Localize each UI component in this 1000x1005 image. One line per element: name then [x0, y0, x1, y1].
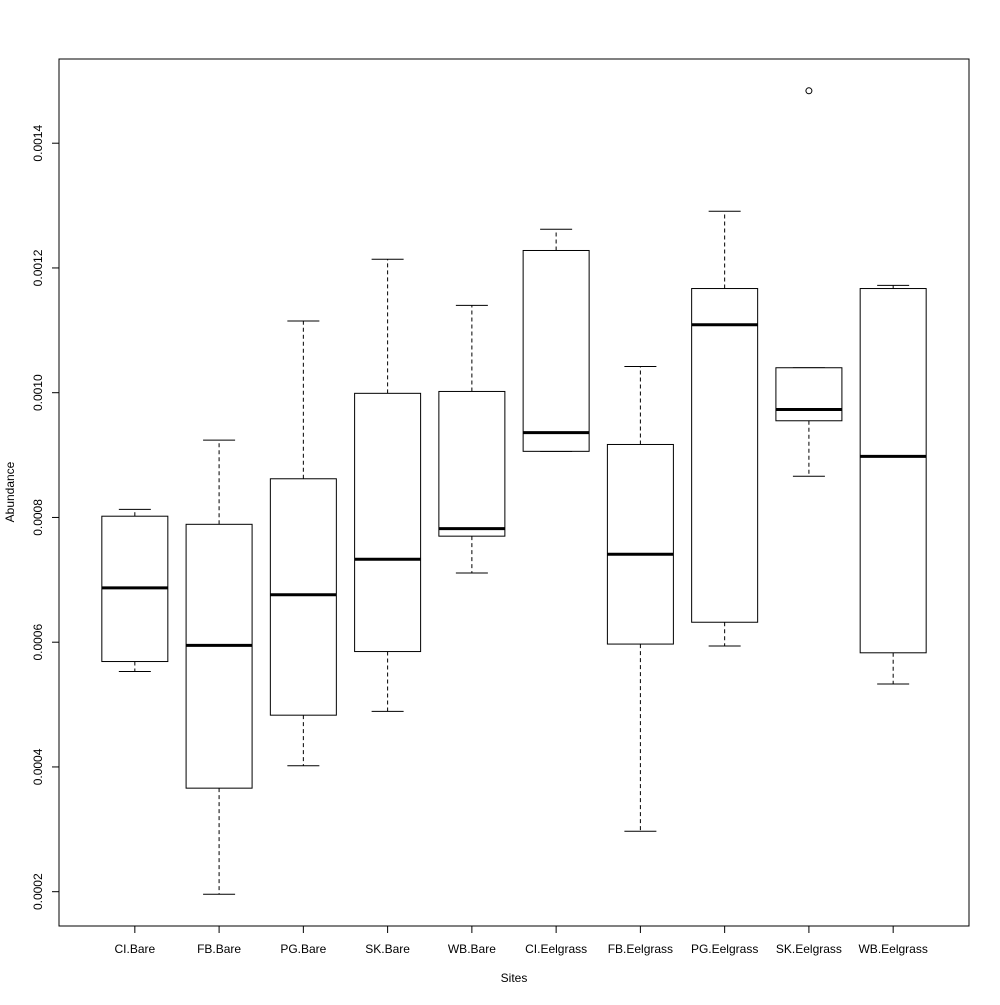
iqr-box: [691, 288, 759, 623]
x-tick-label: PG.Bare: [280, 942, 326, 956]
x-tick-label: FB.Bare: [197, 942, 241, 956]
iqr-box: [775, 367, 843, 422]
iqr-box: [354, 392, 422, 653]
y-tick-label: 0.0014: [31, 125, 45, 162]
box-CI.Eelgrass: [522, 228, 590, 452]
y-tick-label: 0.0012: [31, 249, 45, 286]
x-tick-label: CI.Bare: [114, 942, 155, 956]
x-tick-label: PG.Eelgrass: [691, 942, 758, 956]
x-tick-label: SK.Eelgrass: [776, 942, 842, 956]
plot-frame: [58, 58, 970, 927]
iqr-box: [522, 249, 590, 452]
x-tick-label: CI.Eelgrass: [525, 942, 587, 956]
iqr-box: [606, 443, 674, 645]
box-FB.Eelgrass: [606, 366, 674, 832]
iqr-box: [185, 523, 253, 789]
box-CI.Bare: [101, 508, 169, 673]
iqr-box: [269, 478, 337, 716]
box-series: [101, 87, 927, 895]
box-PG.Eelgrass: [691, 210, 759, 647]
y-tick-label: 0.0004: [31, 748, 45, 785]
box-WB.Eelgrass: [859, 284, 927, 685]
box-SK.Eelgrass: [775, 87, 843, 477]
x-axis: CI.Bare FB.Bare PG.Bare SK.Bare WB.Bare CI.Ee…: [114, 926, 928, 956]
y-tick-label: 0.0006: [31, 624, 45, 661]
y-tick-label: 0.0002: [31, 873, 45, 910]
y-tick-label: 0.0008: [31, 499, 45, 536]
y-axis: 0.0002 0.0004 0.0006 0.0008 0.0010 0.0012 0.00…: [31, 125, 59, 910]
box-WB.Bare: [438, 304, 506, 574]
outlier-point: [805, 87, 813, 95]
y-axis-label: Abundance: [3, 461, 17, 522]
iqr-box: [438, 390, 506, 537]
x-tick-label: WB.Eelgrass: [858, 942, 927, 956]
x-tick-label: WB.Bare: [448, 942, 496, 956]
y-tick-label: 0.0010: [31, 374, 45, 411]
iqr-box: [859, 288, 927, 654]
x-tick-label: SK.Bare: [365, 942, 410, 956]
x-tick-label: FB.Eelgrass: [608, 942, 673, 956]
x-axis-label: Sites: [501, 971, 528, 985]
box-PG.Bare: [269, 320, 337, 767]
box-FB.Bare: [185, 439, 253, 895]
box-SK.Bare: [354, 258, 422, 712]
